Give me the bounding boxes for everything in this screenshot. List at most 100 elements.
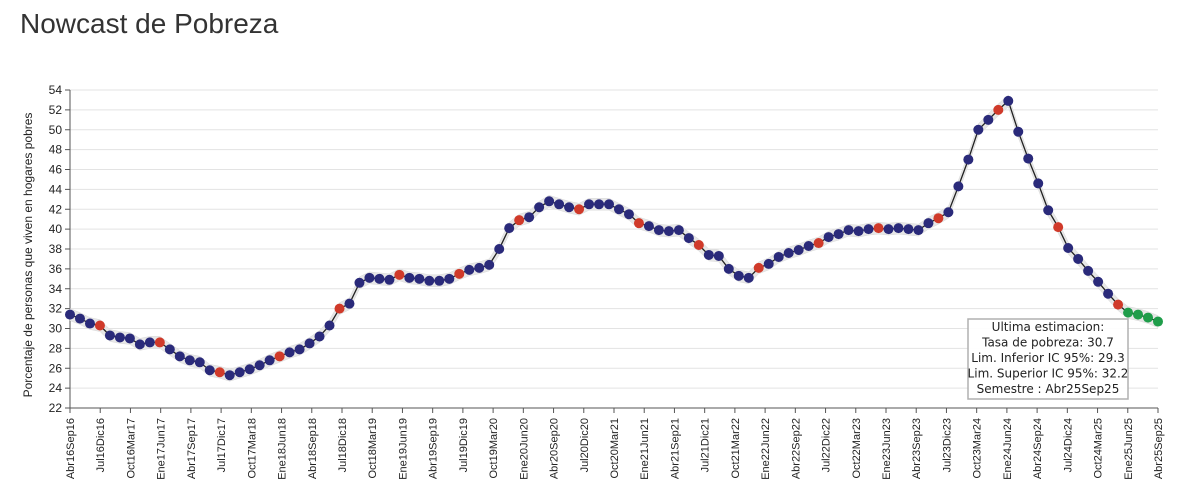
data-point[interactable]	[424, 275, 435, 286]
data-point[interactable]	[224, 370, 235, 381]
data-point[interactable]	[743, 272, 754, 283]
data-point[interactable]	[1043, 205, 1054, 216]
data-point[interactable]	[1033, 178, 1044, 189]
data-point[interactable]	[564, 202, 575, 213]
data-point[interactable]	[933, 213, 944, 224]
data-point[interactable]	[1133, 309, 1144, 320]
data-point[interactable]	[244, 364, 255, 375]
data-point[interactable]	[274, 351, 285, 362]
data-point[interactable]	[74, 313, 85, 324]
data-point[interactable]	[1073, 253, 1084, 264]
data-point[interactable]	[414, 273, 425, 284]
data-point[interactable]	[863, 224, 874, 235]
data-point[interactable]	[943, 207, 954, 218]
data-point[interactable]	[94, 320, 105, 331]
data-point[interactable]	[514, 215, 525, 226]
data-point[interactable]	[314, 331, 325, 342]
data-point[interactable]	[354, 277, 365, 288]
data-point[interactable]	[733, 270, 744, 281]
data-point[interactable]	[1143, 312, 1154, 323]
data-point[interactable]	[853, 226, 864, 237]
data-point[interactable]	[1103, 288, 1114, 299]
data-point[interactable]	[494, 244, 505, 254]
data-point[interactable]	[783, 247, 794, 258]
data-point[interactable]	[294, 344, 305, 355]
data-point[interactable]	[284, 347, 295, 358]
data-point[interactable]	[723, 263, 734, 274]
data-point[interactable]	[953, 181, 964, 192]
data-point[interactable]	[1023, 153, 1034, 164]
data-point[interactable]	[793, 244, 804, 255]
data-point[interactable]	[633, 218, 644, 229]
data-point[interactable]	[454, 268, 465, 279]
data-point[interactable]	[484, 259, 495, 270]
data-point[interactable]	[1123, 307, 1134, 318]
data-point[interactable]	[643, 221, 654, 232]
data-point[interactable]	[883, 224, 894, 235]
data-point[interactable]	[893, 223, 904, 234]
data-point[interactable]	[214, 367, 225, 378]
data-point[interactable]	[903, 224, 914, 235]
data-point[interactable]	[174, 351, 185, 362]
data-point[interactable]	[464, 264, 475, 275]
data-point[interactable]	[504, 223, 515, 234]
data-point[interactable]	[993, 104, 1004, 115]
data-point[interactable]	[264, 355, 275, 366]
data-point[interactable]	[823, 232, 834, 243]
data-point[interactable]	[474, 262, 485, 273]
data-point[interactable]	[324, 320, 335, 331]
data-point[interactable]	[623, 209, 634, 220]
data-point[interactable]	[544, 196, 555, 207]
data-point[interactable]	[663, 226, 674, 237]
data-point[interactable]	[65, 309, 75, 320]
data-point[interactable]	[364, 272, 375, 283]
data-point[interactable]	[813, 238, 824, 249]
data-point[interactable]	[613, 204, 624, 215]
data-point[interactable]	[434, 275, 445, 286]
data-point[interactable]	[763, 258, 774, 269]
data-point[interactable]	[124, 333, 135, 344]
data-point[interactable]	[374, 273, 385, 284]
data-point[interactable]	[254, 360, 265, 371]
data-point[interactable]	[104, 330, 115, 341]
data-point[interactable]	[204, 365, 215, 376]
data-point[interactable]	[683, 233, 694, 244]
data-point[interactable]	[1083, 265, 1094, 276]
data-point[interactable]	[873, 223, 884, 234]
data-point[interactable]	[1013, 126, 1024, 137]
data-point[interactable]	[604, 199, 615, 210]
data-point[interactable]	[134, 339, 145, 350]
data-point[interactable]	[584, 199, 595, 210]
data-point[interactable]	[973, 124, 984, 135]
data-point[interactable]	[1063, 243, 1074, 254]
data-point[interactable]	[673, 225, 684, 236]
data-point[interactable]	[394, 269, 405, 280]
data-point[interactable]	[913, 225, 924, 236]
data-point[interactable]	[843, 225, 854, 236]
data-point[interactable]	[653, 225, 664, 236]
data-point[interactable]	[144, 337, 155, 348]
data-point[interactable]	[833, 229, 844, 240]
data-point[interactable]	[154, 337, 165, 348]
data-point[interactable]	[194, 357, 205, 368]
data-point[interactable]	[574, 204, 585, 215]
data-point[interactable]	[923, 218, 934, 229]
data-point[interactable]	[404, 272, 415, 283]
data-point[interactable]	[114, 332, 125, 343]
data-point[interactable]	[184, 355, 195, 366]
data-point[interactable]	[84, 318, 95, 329]
data-point[interactable]	[713, 250, 724, 261]
data-point[interactable]	[703, 249, 714, 260]
data-point[interactable]	[344, 298, 355, 309]
data-point[interactable]	[554, 199, 565, 210]
data-point[interactable]	[803, 241, 814, 252]
data-point[interactable]	[1113, 299, 1124, 310]
data-point[interactable]	[983, 114, 994, 125]
data-point[interactable]	[164, 344, 175, 355]
data-point[interactable]	[1093, 276, 1104, 287]
data-point[interactable]	[693, 240, 704, 251]
data-point[interactable]	[963, 154, 974, 165]
data-point[interactable]	[1053, 222, 1064, 233]
data-point[interactable]	[444, 273, 455, 284]
data-point[interactable]	[384, 274, 395, 285]
